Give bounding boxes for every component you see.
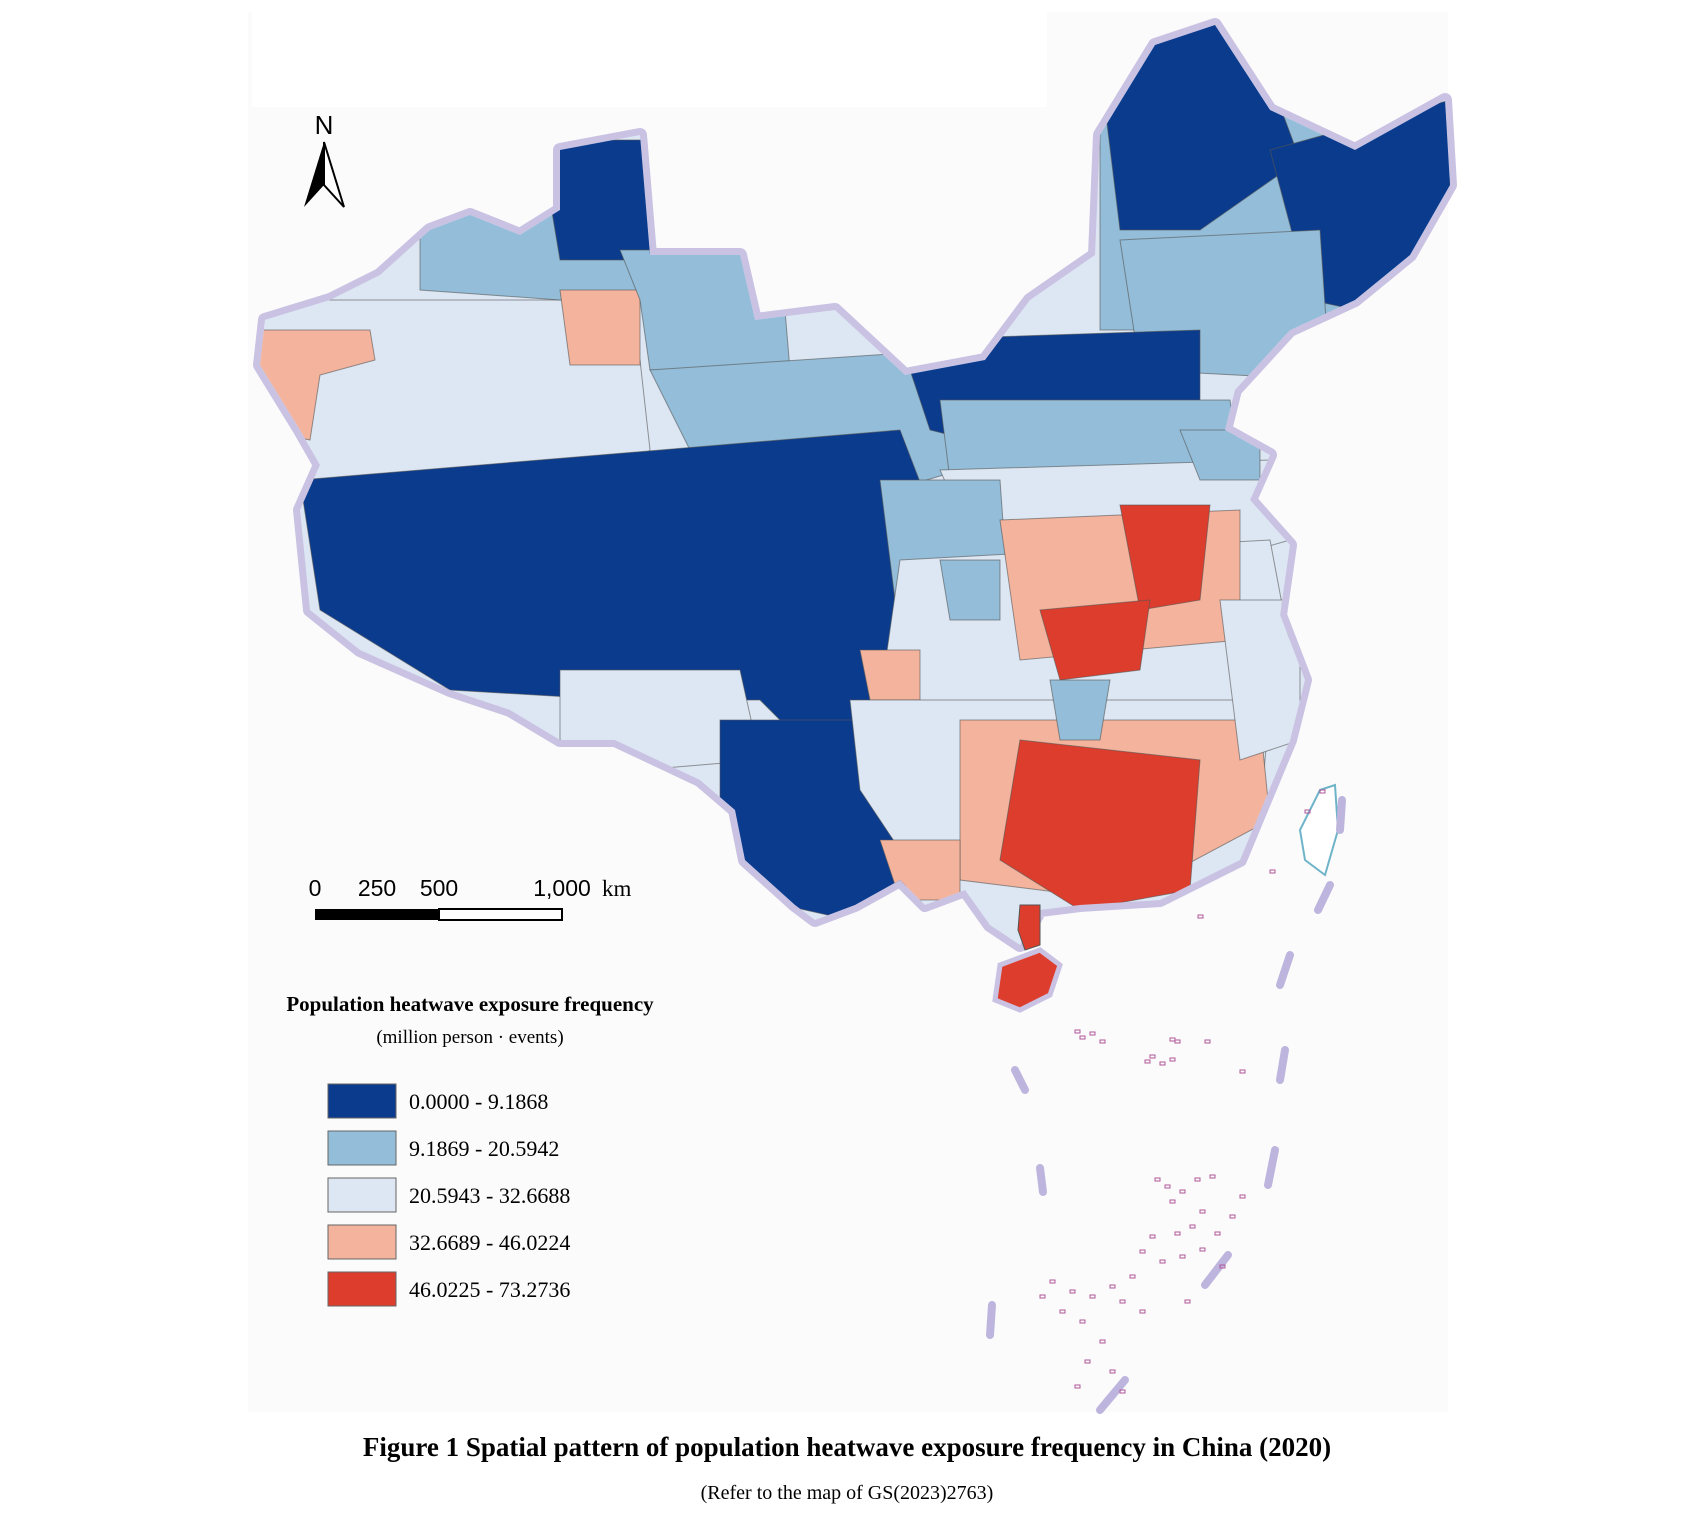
scale-tick-0: 0 xyxy=(309,875,322,901)
scale-tick-500: 500 xyxy=(420,875,458,901)
island-marker-38 xyxy=(1069,1289,1076,1294)
island-marker-6 xyxy=(1174,1039,1181,1044)
island-marker-24 xyxy=(1189,1224,1196,1229)
scale-bar: 0 250 500 1,000 km xyxy=(309,875,632,921)
region-29 xyxy=(939,559,1001,621)
legend-swatch-1 xyxy=(327,1083,397,1119)
island-marker-4 xyxy=(1269,869,1276,874)
legend-label-5: 46.0225 - 73.2736 xyxy=(409,1277,570,1302)
island-marker-31 xyxy=(1214,1231,1221,1236)
legend-swatch-4 xyxy=(327,1224,397,1260)
sea-dash-4 xyxy=(1276,1046,1289,1084)
region-21 xyxy=(1119,504,1211,611)
island-marker-32 xyxy=(1229,1214,1236,1219)
island-marker-35 xyxy=(1129,1274,1136,1279)
region-5 xyxy=(559,289,641,366)
region-22 xyxy=(1039,599,1151,681)
sea-dash-7 xyxy=(1096,1376,1129,1414)
sea-boundary-dashes xyxy=(986,796,1346,1414)
sea-dash-5 xyxy=(1264,1146,1279,1189)
legend-label-1: 0.0000 - 9.1868 xyxy=(409,1089,548,1114)
island-marker-9 xyxy=(1089,1031,1096,1036)
island-marker-47 xyxy=(1109,1369,1116,1374)
leizhou-peninsula xyxy=(1017,904,1041,951)
island-marker-44 xyxy=(1139,1309,1146,1314)
taiwan-outline xyxy=(1298,783,1340,877)
island-marker-45 xyxy=(1099,1339,1106,1344)
island-marker-22 xyxy=(1209,1174,1216,1179)
island-marker-15 xyxy=(1204,1039,1211,1044)
sea-dash-10 xyxy=(1011,1066,1029,1094)
island-marker-26 xyxy=(1149,1234,1156,1239)
island-marker-19 xyxy=(1169,1199,1176,1204)
island-marker-12 xyxy=(1149,1054,1156,1059)
island-marker-1 xyxy=(1197,914,1204,919)
sea-dash-6 xyxy=(1201,1251,1232,1289)
island-marker-46 xyxy=(1084,1359,1091,1364)
island-marker-3 xyxy=(1319,789,1326,794)
legend-subtitle: (million person · events) xyxy=(376,1027,563,1048)
island-marker-41 xyxy=(1059,1309,1066,1314)
north-arrow-icon xyxy=(304,142,324,207)
island-marker-21 xyxy=(1194,1177,1201,1182)
island-marker-11 xyxy=(1144,1059,1151,1064)
island-markers xyxy=(1039,789,1326,1394)
island-marker-16 xyxy=(1239,1069,1246,1074)
island-marker-17 xyxy=(1154,1177,1161,1182)
legend-label-3: 20.5943 - 32.6688 xyxy=(409,1183,570,1208)
island-marker-39 xyxy=(1049,1279,1056,1284)
island-marker-30 xyxy=(1199,1247,1206,1252)
figure-caption: Figure 1 Spatial pattern of population h… xyxy=(362,1432,1332,1462)
legend-swatch-2 xyxy=(327,1130,397,1166)
island-marker-10 xyxy=(1099,1039,1106,1044)
island-marker-27 xyxy=(1139,1249,1146,1254)
sea-dash-1 xyxy=(1336,796,1346,834)
north-arrow: N xyxy=(304,110,345,208)
island-marker-29 xyxy=(1179,1254,1186,1259)
island-marker-14 xyxy=(1169,1057,1176,1062)
island-marker-36 xyxy=(1109,1284,1116,1289)
legend-label-2: 9.1869 - 20.5942 xyxy=(409,1136,559,1161)
scale-tick-1000: 1,000 xyxy=(533,875,591,901)
sea-dash-2 xyxy=(1314,881,1334,914)
region-27 xyxy=(1049,679,1111,741)
figure-note: (Refer to the map of GS(2023)2763) xyxy=(700,1482,994,1504)
island-marker-48 xyxy=(1074,1384,1081,1389)
island-marker-50 xyxy=(1184,1299,1191,1304)
legend-label-4: 32.6689 - 46.0224 xyxy=(409,1230,570,1255)
map-background-patch xyxy=(252,12,1047,107)
hainan-island xyxy=(992,947,1063,1013)
island-marker-37 xyxy=(1089,1294,1096,1299)
island-marker-42 xyxy=(1079,1319,1086,1324)
scale-tick-250: 250 xyxy=(358,875,396,901)
legend: Population heatwave exposure frequency (… xyxy=(286,992,654,1307)
legend-swatch-3 xyxy=(327,1177,397,1213)
sea-dash-9 xyxy=(1036,1164,1047,1196)
sea-dash-8 xyxy=(986,1301,996,1339)
island-marker-20 xyxy=(1179,1189,1186,1194)
sea-dash-3 xyxy=(1276,951,1294,989)
legend-title: Population heatwave exposure frequency xyxy=(286,992,654,1016)
scale-unit: km xyxy=(602,876,632,901)
island-marker-2 xyxy=(1304,809,1311,814)
island-marker-28 xyxy=(1159,1259,1166,1264)
region-26 xyxy=(999,739,1201,911)
legend-swatch-5 xyxy=(327,1271,397,1307)
island-marker-7 xyxy=(1074,1029,1081,1034)
island-marker-25 xyxy=(1174,1231,1181,1236)
island-marker-40 xyxy=(1039,1294,1046,1299)
island-marker-49 xyxy=(1119,1389,1126,1394)
island-marker-8 xyxy=(1079,1035,1086,1040)
island-marker-23 xyxy=(1199,1209,1206,1214)
island-marker-43 xyxy=(1119,1299,1126,1304)
island-marker-34 xyxy=(1219,1264,1226,1269)
north-arrow-label: N xyxy=(315,110,334,140)
island-marker-33 xyxy=(1239,1194,1246,1199)
region-23 xyxy=(859,649,921,701)
island-marker-13 xyxy=(1159,1061,1166,1066)
island-marker-18 xyxy=(1164,1184,1171,1189)
